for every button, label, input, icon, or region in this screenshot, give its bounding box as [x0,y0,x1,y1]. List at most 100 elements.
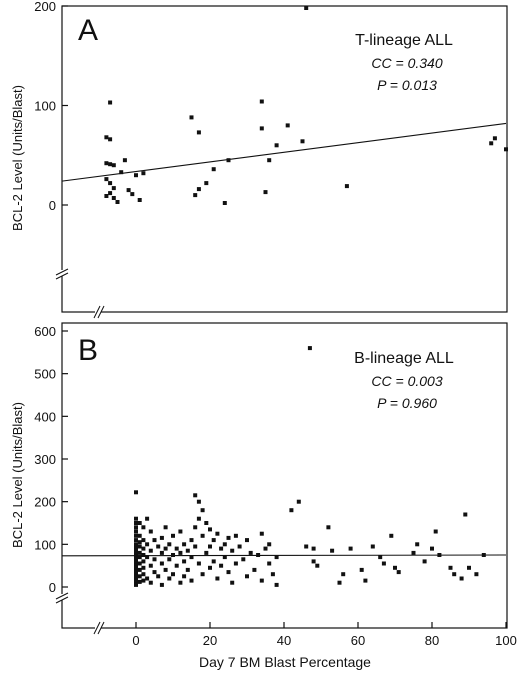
panel-b-data-point [307,346,312,351]
panel-b-data-point [208,544,212,549]
panel-b-data-point [159,561,164,566]
panel-b-data-point [215,531,220,536]
panel-b-data-point [134,570,138,575]
panel-b-data-point [226,535,231,540]
panel-a-data-point [196,130,201,135]
panel-b-data-point [211,559,216,564]
panel-b-data-point [137,550,142,555]
panel-a-data-point [504,147,508,152]
panel-b-data-point [174,546,179,551]
panel-b-data-point [304,544,309,549]
panel-b-xtick-label: 60 [351,633,365,648]
panel-a-data-point [274,143,279,148]
panel-a-data-point [344,184,349,189]
panel-b-data-point [134,574,138,579]
panel-b-data-point [148,548,153,553]
panel-a-axis-breaks [55,268,105,319]
panel-b-data-point [134,546,138,551]
panel-b-data-point [134,553,138,557]
panel-b-data-point [156,544,161,549]
panel-b-data-point [137,533,142,538]
panel-b-data-point [134,533,138,538]
panel-a-p: P = 0.013 [377,77,437,93]
panel-b-data-point [430,546,434,551]
panel-b-data-point [422,559,427,564]
panel-b-data-point [200,508,205,513]
panel-b-data-point [381,561,386,566]
panel-a-data-point [222,201,227,205]
panel-b-data-point [134,572,138,577]
panel-b-data-point [137,555,142,560]
panel-b-data-point [222,555,227,560]
panel-b-cc: CC = 0.003 [371,373,442,389]
panel-a-letter: A [78,14,98,47]
panel-b-data-point [148,529,153,534]
panel-b-data-point [174,563,179,568]
panel-b-xtick-label: 40 [277,633,291,648]
panel-b-data-point [134,561,138,566]
panel-b-ytick-label: 100 [34,537,56,552]
panel-b-data-point [230,580,235,585]
panel-b-data-point [134,542,138,547]
panel-b-data-point [196,516,201,521]
panel-b-data-point [378,555,383,560]
panel-b-data-point [159,582,164,587]
panel-b-data-point [193,544,198,549]
panel-b-data-point [182,559,187,564]
panel-b-data-point [185,567,190,572]
panel-a-data-point [130,192,135,197]
panel-a-data-point [300,139,305,144]
panel-b-data-point [134,490,138,495]
panel-a-frame [61,5,508,313]
panel-a-data-point [126,188,131,193]
panel-a-data-point [263,190,268,195]
panel-b-data-point [134,555,138,560]
panel-a-data-point [104,135,109,140]
panel-a-data-point [104,177,109,182]
panel-a-data-point [492,136,497,141]
panel-b-data-point [363,578,368,583]
panel-b-data-point [159,550,164,555]
panel-b-data-point [196,561,201,566]
panel-a-data-point [115,200,120,204]
panel-a-data-point [108,162,113,167]
panel-b-data-point [459,576,464,581]
panel-b-data-point [208,565,212,570]
panel-a-data-point [285,123,290,128]
panel-b-xtick-label: 80 [425,633,439,648]
panel-b-data-point [141,578,146,583]
panel-b-data-point [245,574,249,579]
panel-b-data-point [141,553,146,557]
panel-b-ytick-label: 300 [34,452,56,467]
panel-b-data-point [134,578,138,583]
panel-b-data-point [337,580,342,585]
panel-b-data-point [148,580,153,585]
panel-b-xtick-label: 20 [203,633,217,648]
panel-a-data-point [108,137,113,142]
panel-b-data-point [252,567,257,572]
panel-b-data-point [348,546,353,551]
panel-a-data-point [267,158,272,163]
panel-b-data-point [226,570,231,575]
panel-a-data-point [196,187,201,192]
panel-b-data-point [411,550,416,555]
panel-a-data-point [104,194,109,198]
panel-b-data-point [274,582,279,587]
panel-b-data-point [134,557,138,562]
panel-a-data-point [204,181,209,186]
panel-b-frame [61,322,508,629]
panel-a-data-point [119,170,124,175]
panel-b-xtick-label: 100 [495,633,517,648]
panel-b-data-point [389,533,394,538]
panel-a-data-point [111,186,116,191]
panel-b-data-point [241,557,246,562]
panel-b-data-point [330,548,335,553]
panel-b-data-point [270,572,275,577]
panel-b-data-point [256,553,261,557]
panel-b-data-point [415,542,420,547]
panel-b-data-point [193,525,198,530]
panel-b-data-point [326,525,331,530]
panel-a-data-point [111,163,116,168]
panel-b-data-point [167,557,172,562]
panel-b-data-point [182,542,187,547]
